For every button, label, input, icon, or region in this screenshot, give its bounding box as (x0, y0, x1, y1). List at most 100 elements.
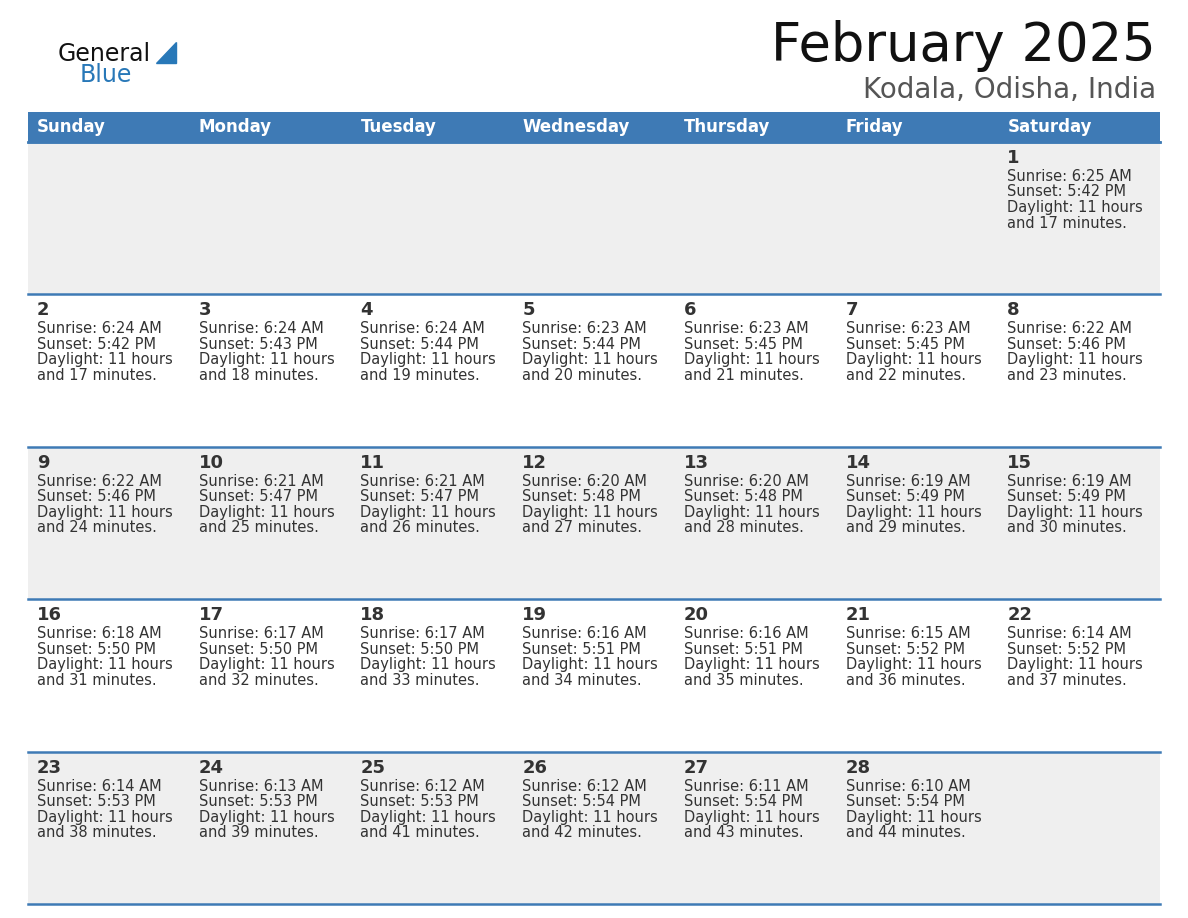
Bar (29, 752, 1159, 904)
Text: Sunrise: 6:23 AM: Sunrise: 6:23 AM (523, 321, 646, 336)
Text: Daylight: 11 hours: Daylight: 11 hours (1007, 200, 1143, 215)
Polygon shape (156, 42, 176, 63)
Text: Daylight: 11 hours: Daylight: 11 hours (37, 505, 172, 520)
Bar (29, 142, 1159, 295)
Text: Sunrise: 6:12 AM: Sunrise: 6:12 AM (360, 778, 485, 793)
Text: Sunset: 5:47 PM: Sunset: 5:47 PM (360, 489, 480, 504)
Text: Sunset: 5:53 PM: Sunset: 5:53 PM (198, 794, 317, 809)
Text: 21: 21 (846, 606, 871, 624)
Text: Sunrise: 6:21 AM: Sunrise: 6:21 AM (360, 474, 485, 488)
Text: 27: 27 (684, 758, 709, 777)
Text: Daylight: 11 hours: Daylight: 11 hours (684, 657, 820, 672)
Text: Daylight: 11 hours: Daylight: 11 hours (684, 810, 820, 824)
Text: 3: 3 (198, 301, 211, 319)
Text: and 25 minutes.: and 25 minutes. (198, 521, 318, 535)
Text: and 36 minutes.: and 36 minutes. (846, 673, 965, 688)
Text: Sunrise: 6:17 AM: Sunrise: 6:17 AM (198, 626, 323, 641)
Text: Sunrise: 6:19 AM: Sunrise: 6:19 AM (846, 474, 971, 488)
Text: and 29 minutes.: and 29 minutes. (846, 521, 966, 535)
Text: Sunset: 5:51 PM: Sunset: 5:51 PM (523, 642, 642, 656)
Text: Sunset: 5:53 PM: Sunset: 5:53 PM (360, 794, 479, 809)
Text: 11: 11 (360, 453, 385, 472)
Text: 24: 24 (198, 758, 223, 777)
Text: Daylight: 11 hours: Daylight: 11 hours (37, 810, 172, 824)
Text: and 41 minutes.: and 41 minutes. (360, 825, 480, 840)
Text: Daylight: 11 hours: Daylight: 11 hours (198, 353, 335, 367)
Text: and 44 minutes.: and 44 minutes. (846, 825, 966, 840)
Text: and 17 minutes.: and 17 minutes. (37, 368, 157, 383)
Text: Sunset: 5:54 PM: Sunset: 5:54 PM (523, 794, 642, 809)
Text: Sunrise: 6:16 AM: Sunrise: 6:16 AM (523, 626, 646, 641)
Bar (29, 112, 1159, 142)
Text: Wednesday: Wednesday (523, 118, 630, 136)
Text: and 35 minutes.: and 35 minutes. (684, 673, 803, 688)
Text: and 31 minutes.: and 31 minutes. (37, 673, 157, 688)
Text: Daylight: 11 hours: Daylight: 11 hours (360, 353, 497, 367)
Text: Daylight: 11 hours: Daylight: 11 hours (198, 657, 335, 672)
Text: and 37 minutes.: and 37 minutes. (1007, 673, 1127, 688)
Text: Daylight: 11 hours: Daylight: 11 hours (37, 657, 172, 672)
Text: Daylight: 11 hours: Daylight: 11 hours (846, 657, 981, 672)
Text: 4: 4 (360, 301, 373, 319)
Text: and 17 minutes.: and 17 minutes. (1007, 216, 1127, 230)
Bar (29, 295, 1159, 447)
Text: Daylight: 11 hours: Daylight: 11 hours (198, 505, 335, 520)
Text: Sunset: 5:43 PM: Sunset: 5:43 PM (198, 337, 317, 352)
Text: Sunset: 5:51 PM: Sunset: 5:51 PM (684, 642, 803, 656)
Text: Sunset: 5:49 PM: Sunset: 5:49 PM (846, 489, 965, 504)
Text: Sunset: 5:44 PM: Sunset: 5:44 PM (523, 337, 642, 352)
Text: 12: 12 (523, 453, 548, 472)
Text: and 39 minutes.: and 39 minutes. (198, 825, 318, 840)
Text: Sunset: 5:44 PM: Sunset: 5:44 PM (360, 337, 479, 352)
Text: Sunday: Sunday (37, 118, 106, 136)
Text: 5: 5 (523, 301, 535, 319)
Text: Sunrise: 6:24 AM: Sunrise: 6:24 AM (198, 321, 323, 336)
Text: Sunset: 5:42 PM: Sunset: 5:42 PM (37, 337, 156, 352)
Text: Kodala, Odisha, India: Kodala, Odisha, India (862, 76, 1156, 104)
Text: Sunrise: 6:24 AM: Sunrise: 6:24 AM (360, 321, 485, 336)
Text: Daylight: 11 hours: Daylight: 11 hours (523, 353, 658, 367)
Text: Sunset: 5:45 PM: Sunset: 5:45 PM (846, 337, 965, 352)
Text: Daylight: 11 hours: Daylight: 11 hours (846, 505, 981, 520)
Text: 23: 23 (37, 758, 62, 777)
Text: Daylight: 11 hours: Daylight: 11 hours (360, 657, 497, 672)
Text: Daylight: 11 hours: Daylight: 11 hours (684, 353, 820, 367)
Text: Daylight: 11 hours: Daylight: 11 hours (846, 353, 981, 367)
Text: 10: 10 (198, 453, 223, 472)
Text: 25: 25 (360, 758, 385, 777)
Text: Sunrise: 6:10 AM: Sunrise: 6:10 AM (846, 778, 971, 793)
Text: 15: 15 (1007, 453, 1032, 472)
Text: and 24 minutes.: and 24 minutes. (37, 521, 157, 535)
Text: 16: 16 (37, 606, 62, 624)
Text: and 32 minutes.: and 32 minutes. (198, 673, 318, 688)
Text: Sunrise: 6:25 AM: Sunrise: 6:25 AM (1007, 169, 1132, 184)
Text: and 23 minutes.: and 23 minutes. (1007, 368, 1127, 383)
Text: Sunrise: 6:14 AM: Sunrise: 6:14 AM (1007, 626, 1132, 641)
Text: Sunrise: 6:19 AM: Sunrise: 6:19 AM (1007, 474, 1132, 488)
Text: Friday: Friday (846, 118, 903, 136)
Text: Daylight: 11 hours: Daylight: 11 hours (1007, 657, 1143, 672)
Text: and 33 minutes.: and 33 minutes. (360, 673, 480, 688)
Text: Sunrise: 6:18 AM: Sunrise: 6:18 AM (37, 626, 162, 641)
Text: Daylight: 11 hours: Daylight: 11 hours (198, 810, 335, 824)
Text: Sunset: 5:42 PM: Sunset: 5:42 PM (1007, 185, 1126, 199)
Text: 8: 8 (1007, 301, 1020, 319)
Text: General: General (58, 42, 151, 66)
Text: 7: 7 (846, 301, 858, 319)
Text: and 43 minutes.: and 43 minutes. (684, 825, 803, 840)
Text: Sunset: 5:52 PM: Sunset: 5:52 PM (846, 642, 965, 656)
Text: Daylight: 11 hours: Daylight: 11 hours (360, 810, 497, 824)
Text: Blue: Blue (80, 63, 132, 87)
Text: Daylight: 11 hours: Daylight: 11 hours (1007, 353, 1143, 367)
Text: Daylight: 11 hours: Daylight: 11 hours (684, 505, 820, 520)
Text: Sunset: 5:52 PM: Sunset: 5:52 PM (1007, 642, 1126, 656)
Text: 22: 22 (1007, 606, 1032, 624)
Text: and 22 minutes.: and 22 minutes. (846, 368, 966, 383)
Text: 6: 6 (684, 301, 696, 319)
Text: Sunrise: 6:13 AM: Sunrise: 6:13 AM (198, 778, 323, 793)
Text: 28: 28 (846, 758, 871, 777)
Text: 14: 14 (846, 453, 871, 472)
Text: Sunrise: 6:14 AM: Sunrise: 6:14 AM (37, 778, 162, 793)
Text: Sunrise: 6:23 AM: Sunrise: 6:23 AM (846, 321, 971, 336)
Text: Sunset: 5:49 PM: Sunset: 5:49 PM (1007, 489, 1126, 504)
